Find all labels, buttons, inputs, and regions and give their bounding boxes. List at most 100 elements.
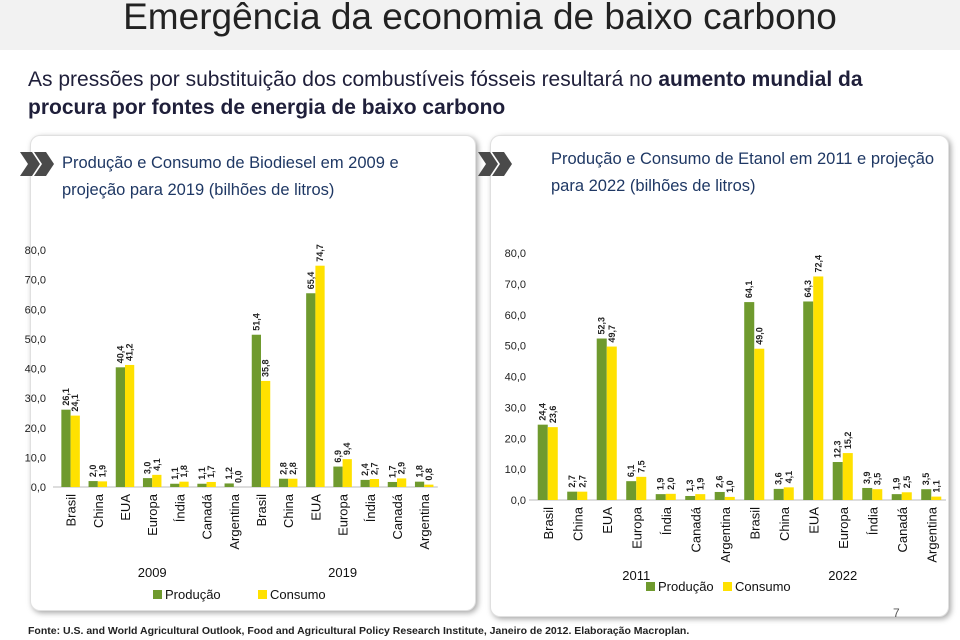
value-label: 26,1 [61, 388, 71, 406]
value-label: 1,1 [170, 467, 180, 480]
y-tick-label: 60,0 [25, 304, 46, 316]
value-label: 64,1 [744, 281, 754, 299]
value-label: 7,5 [636, 460, 646, 473]
x-tick-label: EUA [806, 507, 821, 534]
x-tick-label: China [777, 506, 792, 541]
value-label: 1,7 [206, 465, 216, 478]
bar [724, 496, 735, 500]
value-label: 2,0 [666, 477, 676, 490]
bar [261, 380, 271, 487]
value-label: 35,8 [261, 359, 271, 377]
x-tick-label: Europa [836, 506, 851, 549]
x-tick-label: Brasil [747, 507, 762, 540]
x-tick-label: Índia [172, 493, 187, 522]
bar [125, 364, 135, 487]
x-tick-label: China [281, 493, 296, 528]
value-label: 2,0 [88, 465, 98, 478]
value-label: 1,7 [387, 465, 397, 478]
bar [714, 491, 725, 500]
bar [891, 494, 902, 500]
y-tick-label: 10,0 [505, 464, 526, 476]
value-label: 9,4 [342, 443, 352, 456]
value-label: 2,8 [288, 462, 298, 475]
bar [813, 276, 824, 500]
y-tick-label: 30,0 [25, 393, 46, 405]
bar [577, 491, 588, 500]
bar [342, 459, 352, 487]
value-label: 3,0 [143, 462, 153, 475]
x-tick-label: Canadá [895, 506, 910, 552]
legend-label: Produção [658, 579, 714, 594]
legend-swatch [646, 582, 655, 591]
bar [537, 424, 548, 500]
value-label: 1,8 [415, 465, 425, 478]
panel [490, 135, 949, 617]
x-tick-label: Europa [145, 493, 160, 536]
bar [832, 462, 843, 500]
subtitle: As pressões por substituição dos combust… [28, 66, 908, 122]
value-label: 15,2 [843, 432, 853, 450]
value-label: 1,9 [695, 478, 705, 491]
value-label: 1,0 [725, 480, 735, 493]
x-tick-label: Brasil [64, 494, 79, 527]
bar [142, 478, 153, 487]
value-label: 1,1 [197, 467, 207, 480]
value-label: 2,7 [369, 462, 379, 475]
x-tick-label: EUA [600, 507, 615, 534]
bar [921, 489, 932, 500]
group-label: 2009 [138, 565, 167, 580]
bar [315, 265, 325, 487]
legend-swatch [258, 590, 267, 599]
x-tick-label: Índia [363, 493, 378, 522]
bar [397, 478, 407, 487]
y-tick-label: 0,0 [31, 482, 46, 494]
y-tick-label: 30,0 [505, 402, 526, 414]
bar [333, 466, 343, 487]
value-label: 23,6 [548, 406, 558, 424]
value-label: 49,0 [754, 327, 764, 345]
value-label: 74,7 [315, 244, 325, 262]
value-label: 1,9 [892, 478, 902, 491]
value-label: 2,4 [360, 463, 370, 476]
value-label: 1,1 [931, 480, 941, 493]
x-tick-label: Canadá [200, 493, 215, 539]
value-label: 12,3 [833, 440, 843, 458]
bar [567, 491, 578, 500]
value-label: 0,0 [233, 470, 243, 483]
bar [685, 495, 696, 500]
value-label: 1,9 [97, 465, 107, 478]
value-label: 2,6 [715, 475, 725, 488]
y-tick-label: 10,0 [25, 452, 46, 464]
value-label: 64,3 [803, 280, 813, 298]
bar [170, 483, 180, 487]
x-tick-label: Brasil [541, 507, 556, 540]
bar [197, 483, 207, 487]
value-label: 52,3 [597, 317, 607, 335]
value-label: 49,7 [607, 325, 617, 343]
bar [278, 478, 289, 487]
bar [596, 338, 607, 500]
x-tick-label: Europa [629, 506, 644, 549]
y-tick-label: 40,0 [505, 372, 526, 384]
value-label: 40,4 [115, 346, 125, 364]
bar [803, 301, 814, 500]
value-label: 3,9 [862, 471, 872, 484]
value-label: 1,9 [656, 478, 666, 491]
panel-title: Produção e Consumo de Etanol em 2011 e p… [551, 150, 935, 195]
subtitle-text: As pressões por substituição dos combust… [28, 68, 659, 91]
bar [387, 481, 397, 487]
value-label: 24,1 [70, 394, 80, 412]
value-label: 3,6 [774, 472, 784, 485]
bar [97, 481, 108, 487]
value-label: 2,5 [902, 476, 912, 489]
source-note: Fonte: U.S. and World Agricultural Outlo… [28, 625, 690, 637]
bar [424, 484, 434, 487]
legend-swatch [153, 590, 162, 599]
subtitle-emphasis: aumento mundial da procura por fontes de… [28, 68, 863, 119]
bar [251, 334, 261, 487]
y-tick-label: 60,0 [505, 310, 526, 322]
value-label: 6,1 [626, 465, 636, 478]
panel-title: Produção e Consumo de Biodiesel em 2009 … [62, 154, 399, 199]
